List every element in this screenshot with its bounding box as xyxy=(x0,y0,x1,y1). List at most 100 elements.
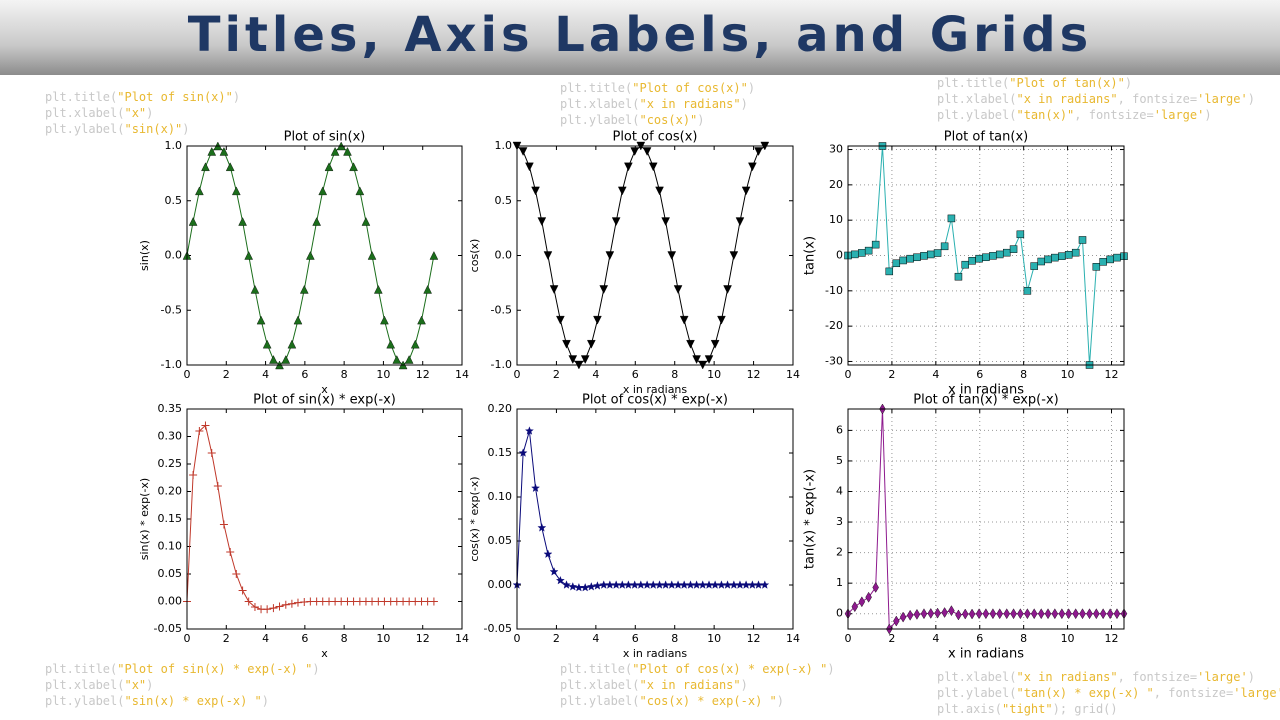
marker xyxy=(754,147,763,156)
marker xyxy=(617,186,627,196)
marker xyxy=(1106,255,1114,264)
y-tick-label: 0.30 xyxy=(158,430,183,443)
x-tick-label: 6 xyxy=(632,368,639,381)
code-line: plt.ylabel("tan(x) * exp(-x) ", fontsize… xyxy=(937,686,1280,700)
x-tick-label: 4 xyxy=(592,632,599,645)
y-tick-label: -1.0 xyxy=(491,358,512,371)
x-axis-label: x xyxy=(321,383,328,396)
marker xyxy=(1064,251,1073,259)
marker xyxy=(281,600,290,609)
x-tick-label: 0 xyxy=(514,632,521,645)
y-tick-label: 0.5 xyxy=(495,194,513,207)
marker xyxy=(717,315,726,325)
marker xyxy=(417,315,426,325)
y-tick-label: 1.0 xyxy=(495,139,513,152)
marker xyxy=(927,608,935,619)
marker xyxy=(661,217,670,227)
marker xyxy=(899,611,907,623)
x-tick-label: 6 xyxy=(301,368,308,381)
x-tick-label: 14 xyxy=(455,632,469,645)
y-tick-label: -0.05 xyxy=(154,622,182,635)
y-tick-label: 2 xyxy=(836,546,843,559)
marker xyxy=(851,250,859,259)
y-tick-label: 0.0 xyxy=(495,249,513,262)
marker xyxy=(1044,255,1052,264)
marker xyxy=(1023,287,1032,295)
code-line: plt.ylabel("tan(x)", fontsize='large') xyxy=(937,108,1212,122)
marker xyxy=(219,520,228,529)
marker xyxy=(343,147,352,156)
marker xyxy=(189,471,198,479)
marker xyxy=(537,523,547,532)
marker xyxy=(906,609,914,621)
chart: 0 2 4 6 8 10 12 14 -0.05 0.00 0.05 0.10 0.15 0.20 0.25… xyxy=(138,393,469,661)
x-axis-label: x xyxy=(321,647,328,660)
marker xyxy=(934,607,941,619)
marker xyxy=(312,217,321,226)
marker xyxy=(975,608,983,620)
marker xyxy=(232,570,241,578)
y-tick-label: -30 xyxy=(825,354,843,367)
marker xyxy=(562,580,571,589)
marker xyxy=(624,162,633,172)
marker xyxy=(679,315,689,325)
marker xyxy=(599,285,609,294)
code-line: plt.title("Plot of tan(x)") xyxy=(937,76,1132,90)
marker xyxy=(851,601,859,613)
marker xyxy=(947,214,956,223)
y-tick-label: 0.0 xyxy=(165,249,183,262)
marker xyxy=(525,426,534,435)
marker xyxy=(871,240,880,249)
marker xyxy=(686,339,695,349)
marker xyxy=(1002,248,1011,257)
code-line: plt.xlabel("x") xyxy=(45,678,153,692)
y-axis-label: cos(x) * exp(-x) xyxy=(468,476,481,561)
marker xyxy=(1003,608,1010,620)
marker xyxy=(207,449,216,457)
marker xyxy=(306,251,315,260)
plot-frame xyxy=(516,145,794,366)
y-tick-label: 6 xyxy=(836,423,843,436)
marker xyxy=(269,355,278,364)
marker xyxy=(858,249,866,257)
marker xyxy=(913,253,921,262)
y-tick-label: 0.20 xyxy=(488,402,513,415)
marker xyxy=(611,217,621,227)
x-tick-label: 4 xyxy=(262,368,269,381)
y-tick-label: -20 xyxy=(825,319,843,332)
x-tick-label: 0 xyxy=(184,368,191,381)
marker xyxy=(367,251,377,260)
y-tick-label: 1 xyxy=(836,576,843,589)
plot xyxy=(844,403,1128,635)
marker xyxy=(1037,257,1045,266)
marker xyxy=(865,591,872,603)
marker xyxy=(244,597,253,606)
x-tick-label: 8 xyxy=(341,368,348,381)
marker xyxy=(250,603,259,611)
marker xyxy=(1092,263,1101,271)
x-tick-label: 4 xyxy=(932,368,939,381)
chart-title: Plot of tan(x) xyxy=(944,130,1028,145)
marker xyxy=(287,599,296,608)
marker xyxy=(556,315,565,325)
x-tick-label: 2 xyxy=(553,368,560,381)
x-tick-label: 2 xyxy=(223,368,230,381)
code-line: plt.xlabel("x") xyxy=(45,106,153,120)
marker xyxy=(906,254,914,263)
x-tick-label: 10 xyxy=(1061,368,1075,381)
marker xyxy=(226,548,235,556)
x-tick-label: 10 xyxy=(707,368,721,381)
code-line: plt.xlabel("x in radians", fontsize='lar… xyxy=(937,92,1255,106)
marker xyxy=(723,285,732,294)
marker xyxy=(287,339,297,349)
marker xyxy=(543,251,553,260)
y-tick-label: -0.5 xyxy=(491,303,512,316)
y-axis-label: cos(x) xyxy=(468,239,481,273)
marker xyxy=(293,598,302,607)
plot xyxy=(512,426,770,592)
marker xyxy=(864,246,873,255)
y-tick-label: -10 xyxy=(825,284,843,297)
marker xyxy=(293,315,303,325)
chart: 0 2 4 6 8 10 12 -30 -20 -10 0 10 20 30 Plot of tan(x) x… xyxy=(803,130,1128,398)
